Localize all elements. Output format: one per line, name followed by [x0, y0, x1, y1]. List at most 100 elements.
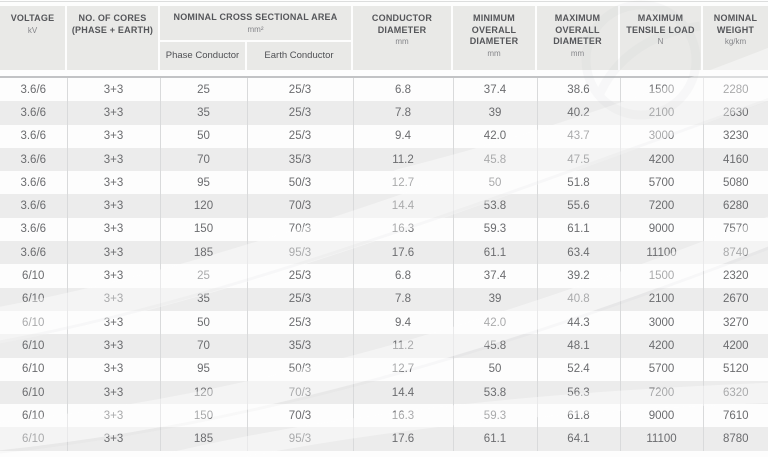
table-cell: 120	[159, 380, 247, 405]
table-cell: 2630	[702, 101, 768, 125]
table-header: VOLTAGE kV NO. OF CORES (PHASE + EARTH) …	[0, 6, 768, 70]
table-cell: 2320	[702, 264, 768, 288]
header-separator-line	[0, 76, 768, 78]
table-cell: 63.4	[536, 241, 620, 265]
col-conductor-diameter: CONDUCTOR DIAMETER mm	[353, 6, 453, 70]
table-cell: 12.7	[352, 171, 453, 195]
table-cell: 47.5	[536, 147, 620, 172]
table-cell: 39.2	[536, 264, 620, 288]
table-cell: 39	[452, 287, 537, 311]
table-cell: 25	[159, 78, 247, 102]
table-cell: 6.8	[352, 78, 453, 102]
table-cell: 50	[159, 124, 247, 148]
table-cell: 59.3	[452, 404, 537, 428]
table-row: 3.6/6 3+3 35 25/3 7.8 39 40.2 2100 2630	[0, 101, 768, 125]
table-cell: 6/10	[22, 363, 45, 376]
spec-table: 3.6/6 3+3 25 25/3 6.8 37.4 38.6 1500 2280 3.6/6 3+…	[0, 78, 768, 451]
table-cell: 3000	[619, 310, 703, 335]
table-cell: 59.3	[452, 217, 537, 242]
table-cell: 52.4	[536, 357, 620, 381]
table-cell: 2280	[702, 78, 768, 102]
table-cell: 11.2	[352, 334, 453, 358]
table-cell: 3.6/6	[20, 200, 47, 213]
table-cell: 185	[159, 241, 247, 265]
header-title: MAXIMUM OVERALL DIAMETER	[553, 13, 602, 47]
table-cell: 3.6/6	[20, 130, 47, 143]
table-cell: 3.6/6	[20, 176, 47, 189]
table-cell: 25/3	[246, 124, 353, 148]
table-cell: 1500	[619, 78, 703, 102]
table-cell: 150	[159, 404, 247, 428]
table-cell: 40.8	[536, 287, 620, 311]
header-cell-max-tensile-load: MAXIMUM TENSILE LOAD N	[620, 6, 701, 70]
header-subrow: Phase Conductor Earth Conductor	[160, 42, 353, 70]
table-row: 6/10 3+3 120 70/3 14.4 53.8 56.3 7200 6320	[0, 380, 768, 405]
col-voltage: VOLTAGE kV	[0, 6, 67, 70]
header-unit: kg/km	[724, 37, 747, 47]
table-cell: 3+3	[66, 147, 160, 172]
table-cell: 6/10	[22, 409, 45, 422]
table-cell: 70/3	[246, 380, 353, 405]
table-cell: 9000	[619, 404, 703, 428]
table-row: 6/10 3+3 95 50/3 12.7 50 52.4 5700 5120	[0, 357, 768, 381]
table-cell: 45.8	[452, 334, 537, 358]
table-cell: 50/3	[246, 171, 353, 195]
table-cell: 6/10	[22, 386, 45, 399]
table-cell: 25	[159, 264, 247, 288]
table-cell: 3+3	[66, 264, 160, 288]
table-cell: 25/3	[246, 287, 353, 311]
table-cell: 12.7	[352, 357, 453, 381]
table-cell: 35	[159, 101, 247, 125]
table-cell: 120	[159, 194, 247, 218]
table-cell: 39	[452, 101, 537, 125]
table-cell: 8740	[702, 241, 768, 265]
table-row: 6/10 3+3 25 25/3 6.8 37.4 39.2 1500 2320	[0, 264, 768, 288]
table-cell: 3.6/6	[20, 106, 47, 119]
table-cell: 56.3	[536, 380, 620, 405]
top-border-line	[0, 1, 768, 2]
table-cell: 11.2	[352, 147, 453, 172]
table-cell: 3.6/6	[20, 153, 47, 166]
header-title: NO. OF CORES (PHASE + EARTH)	[71, 13, 154, 35]
table-cell: 5120	[702, 357, 768, 381]
header-title: NOMINAL CROSS SECTIONAL AREA	[173, 12, 338, 22]
table-cell: 61.1	[452, 427, 537, 451]
table-cell: 3+3	[66, 380, 160, 405]
table-cell: 11100	[619, 241, 703, 265]
table-cell: 6/10	[22, 270, 45, 283]
table-cell: 4160	[702, 147, 768, 172]
header-title: NOMINAL WEIGHT	[713, 13, 758, 35]
table-cell: 95	[159, 357, 247, 381]
table-cell: 95	[159, 171, 247, 195]
table-cell: 6280	[702, 194, 768, 218]
table-cell: 3+3	[66, 217, 160, 242]
table-cell: 9000	[619, 217, 703, 242]
table-cell: 37.4	[452, 264, 537, 288]
table-row: 6/10 3+3 70 35/3 11.2 45.8 48.1 4200 4200	[0, 334, 768, 358]
table-cell: 70/3	[246, 404, 353, 428]
table-cell: 45.8	[452, 147, 537, 172]
table-cell: 50	[452, 171, 537, 195]
table-cell: 4200	[619, 147, 703, 172]
table-cell: 50	[159, 310, 247, 335]
table-cell: 55.6	[536, 194, 620, 218]
table-row: 6/10 3+3 185 95/3 17.6 61.1 64.1 11100 8780	[0, 427, 768, 451]
table-row: 3.6/6 3+3 185 95/3 17.6 61.1 63.4 11100 8740	[0, 241, 768, 265]
table-cell: 2100	[619, 287, 703, 311]
table-cell: 7610	[702, 404, 768, 428]
table-row: 6/10 3+3 35 25/3 7.8 39 40.8 2100 2670	[0, 287, 768, 311]
header-cell-voltage: VOLTAGE kV	[0, 6, 65, 70]
table-cell: 3+3	[66, 171, 160, 195]
table-cell: 35/3	[246, 334, 353, 358]
table-cell: 16.3	[352, 217, 453, 242]
table-cell: 70	[159, 147, 247, 172]
table-row: 3.6/6 3+3 25 25/3 6.8 37.4 38.6 1500 2280	[0, 78, 768, 102]
table-cell: 3000	[619, 124, 703, 148]
table-cell: 25/3	[246, 101, 353, 125]
table-cell: 2670	[702, 287, 768, 311]
header-cell-max-overall-diameter: MAXIMUM OVERALL DIAMETER mm	[537, 6, 618, 70]
table-row: 3.6/6 3+3 70 35/3 11.2 45.8 47.5 4200 4160	[0, 147, 768, 172]
col-max-tensile-load: MAXIMUM TENSILE LOAD N	[620, 6, 703, 70]
table-cell: 6/10	[22, 339, 45, 352]
